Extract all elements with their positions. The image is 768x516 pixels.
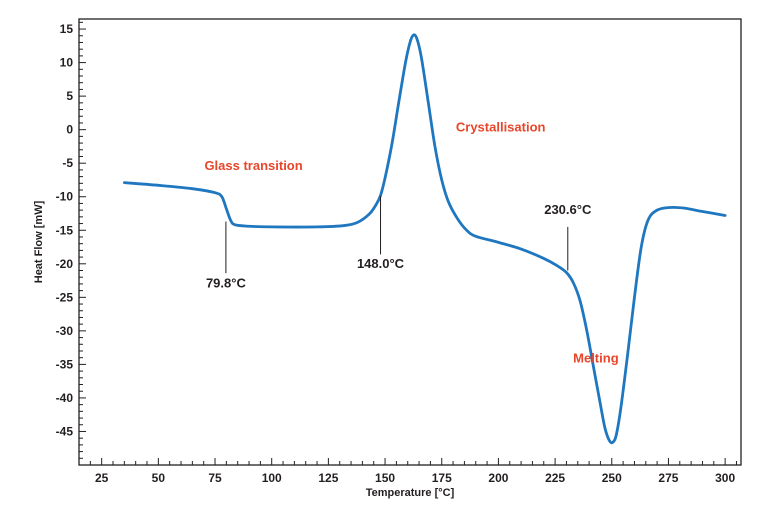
x-tick-label: 25 [95,471,109,485]
x-tick-label: 300 [715,471,735,485]
x-tick-label: 75 [208,471,222,485]
phase-annotation: Crystallisation [456,120,546,135]
y-tick-label: -10 [56,190,74,204]
x-tick-label: 275 [658,471,678,485]
temperature-annotation: 148.0°C [357,256,405,271]
y-tick-label: -5 [62,156,73,170]
x-tick-label: 150 [375,471,395,485]
x-tick-label: 50 [152,471,166,485]
y-tick-label: -35 [56,357,74,371]
annotations: Glass transition Crystallisation Melting 79… [204,120,618,366]
y-axis-ticks: 15 10 5 0 -5 -10 -15 -20 -25 -30 -35 -40 -45 [56,21,86,459]
y-tick-label: 5 [66,89,73,103]
x-tick-label: 175 [432,471,452,485]
plot-frame [78,18,742,466]
y-tick-label: -40 [56,391,74,405]
x-axis-title: Temperature [°C] [366,487,455,499]
y-tick-label: 0 [66,123,73,137]
y-tick-label: 10 [60,56,74,70]
x-tick-label: 225 [545,471,565,485]
y-tick-label: -20 [56,257,74,271]
temperature-annotation: 230.6°C [544,202,592,217]
x-tick-label: 100 [262,471,282,485]
x-tick-label: 125 [318,471,338,485]
heat-flow-curve [122,33,727,445]
y-tick-label: -30 [56,324,74,338]
y-tick-label: -15 [56,223,74,237]
phase-annotation: Glass transition [204,158,302,173]
y-tick-label: -45 [56,424,74,438]
y-tick-label: -25 [56,290,74,304]
x-tick-label: 250 [602,471,622,485]
x-axis-ticks: 25 50 75 100 125 150 175 200 225 250 275 300 [89,458,737,485]
temperature-annotation: 79.8°C [206,275,247,290]
y-tick-label: 15 [60,22,74,36]
y-axis-title: Heat Flow [mW] [33,200,45,283]
phase-annotation: Melting [573,350,619,365]
x-tick-label: 200 [488,471,508,485]
